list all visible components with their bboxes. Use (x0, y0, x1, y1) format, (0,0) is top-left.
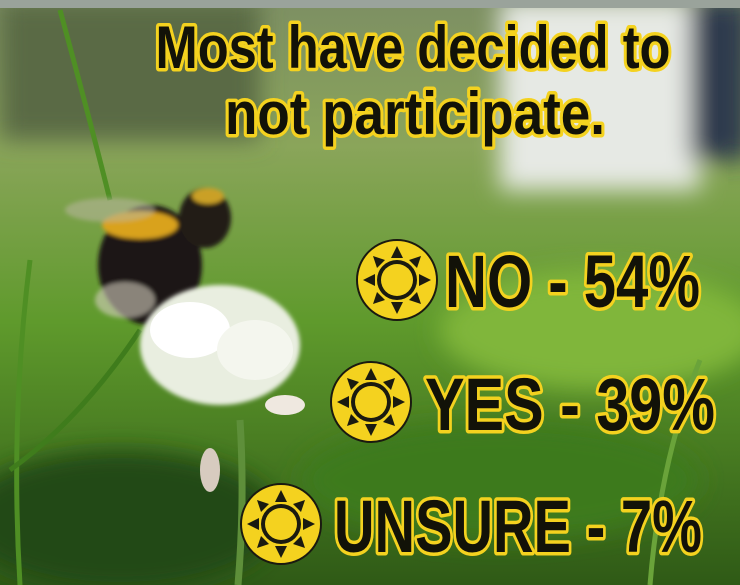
sun-icon (357, 240, 437, 320)
sun-icon (331, 362, 411, 442)
title-line: not participate. (225, 80, 605, 147)
title-line: Most have decided to (156, 14, 671, 81)
result-text: NO - 54% (445, 240, 700, 323)
sun-icon (241, 484, 321, 564)
infographic: Most have decided to not participate. NO… (0, 0, 740, 585)
top-bar (0, 0, 740, 8)
result-text: UNSURE - 7% (334, 485, 702, 568)
page: Most have decided to not participate. NO… (0, 0, 740, 585)
result-text: YES - 39% (425, 363, 715, 446)
